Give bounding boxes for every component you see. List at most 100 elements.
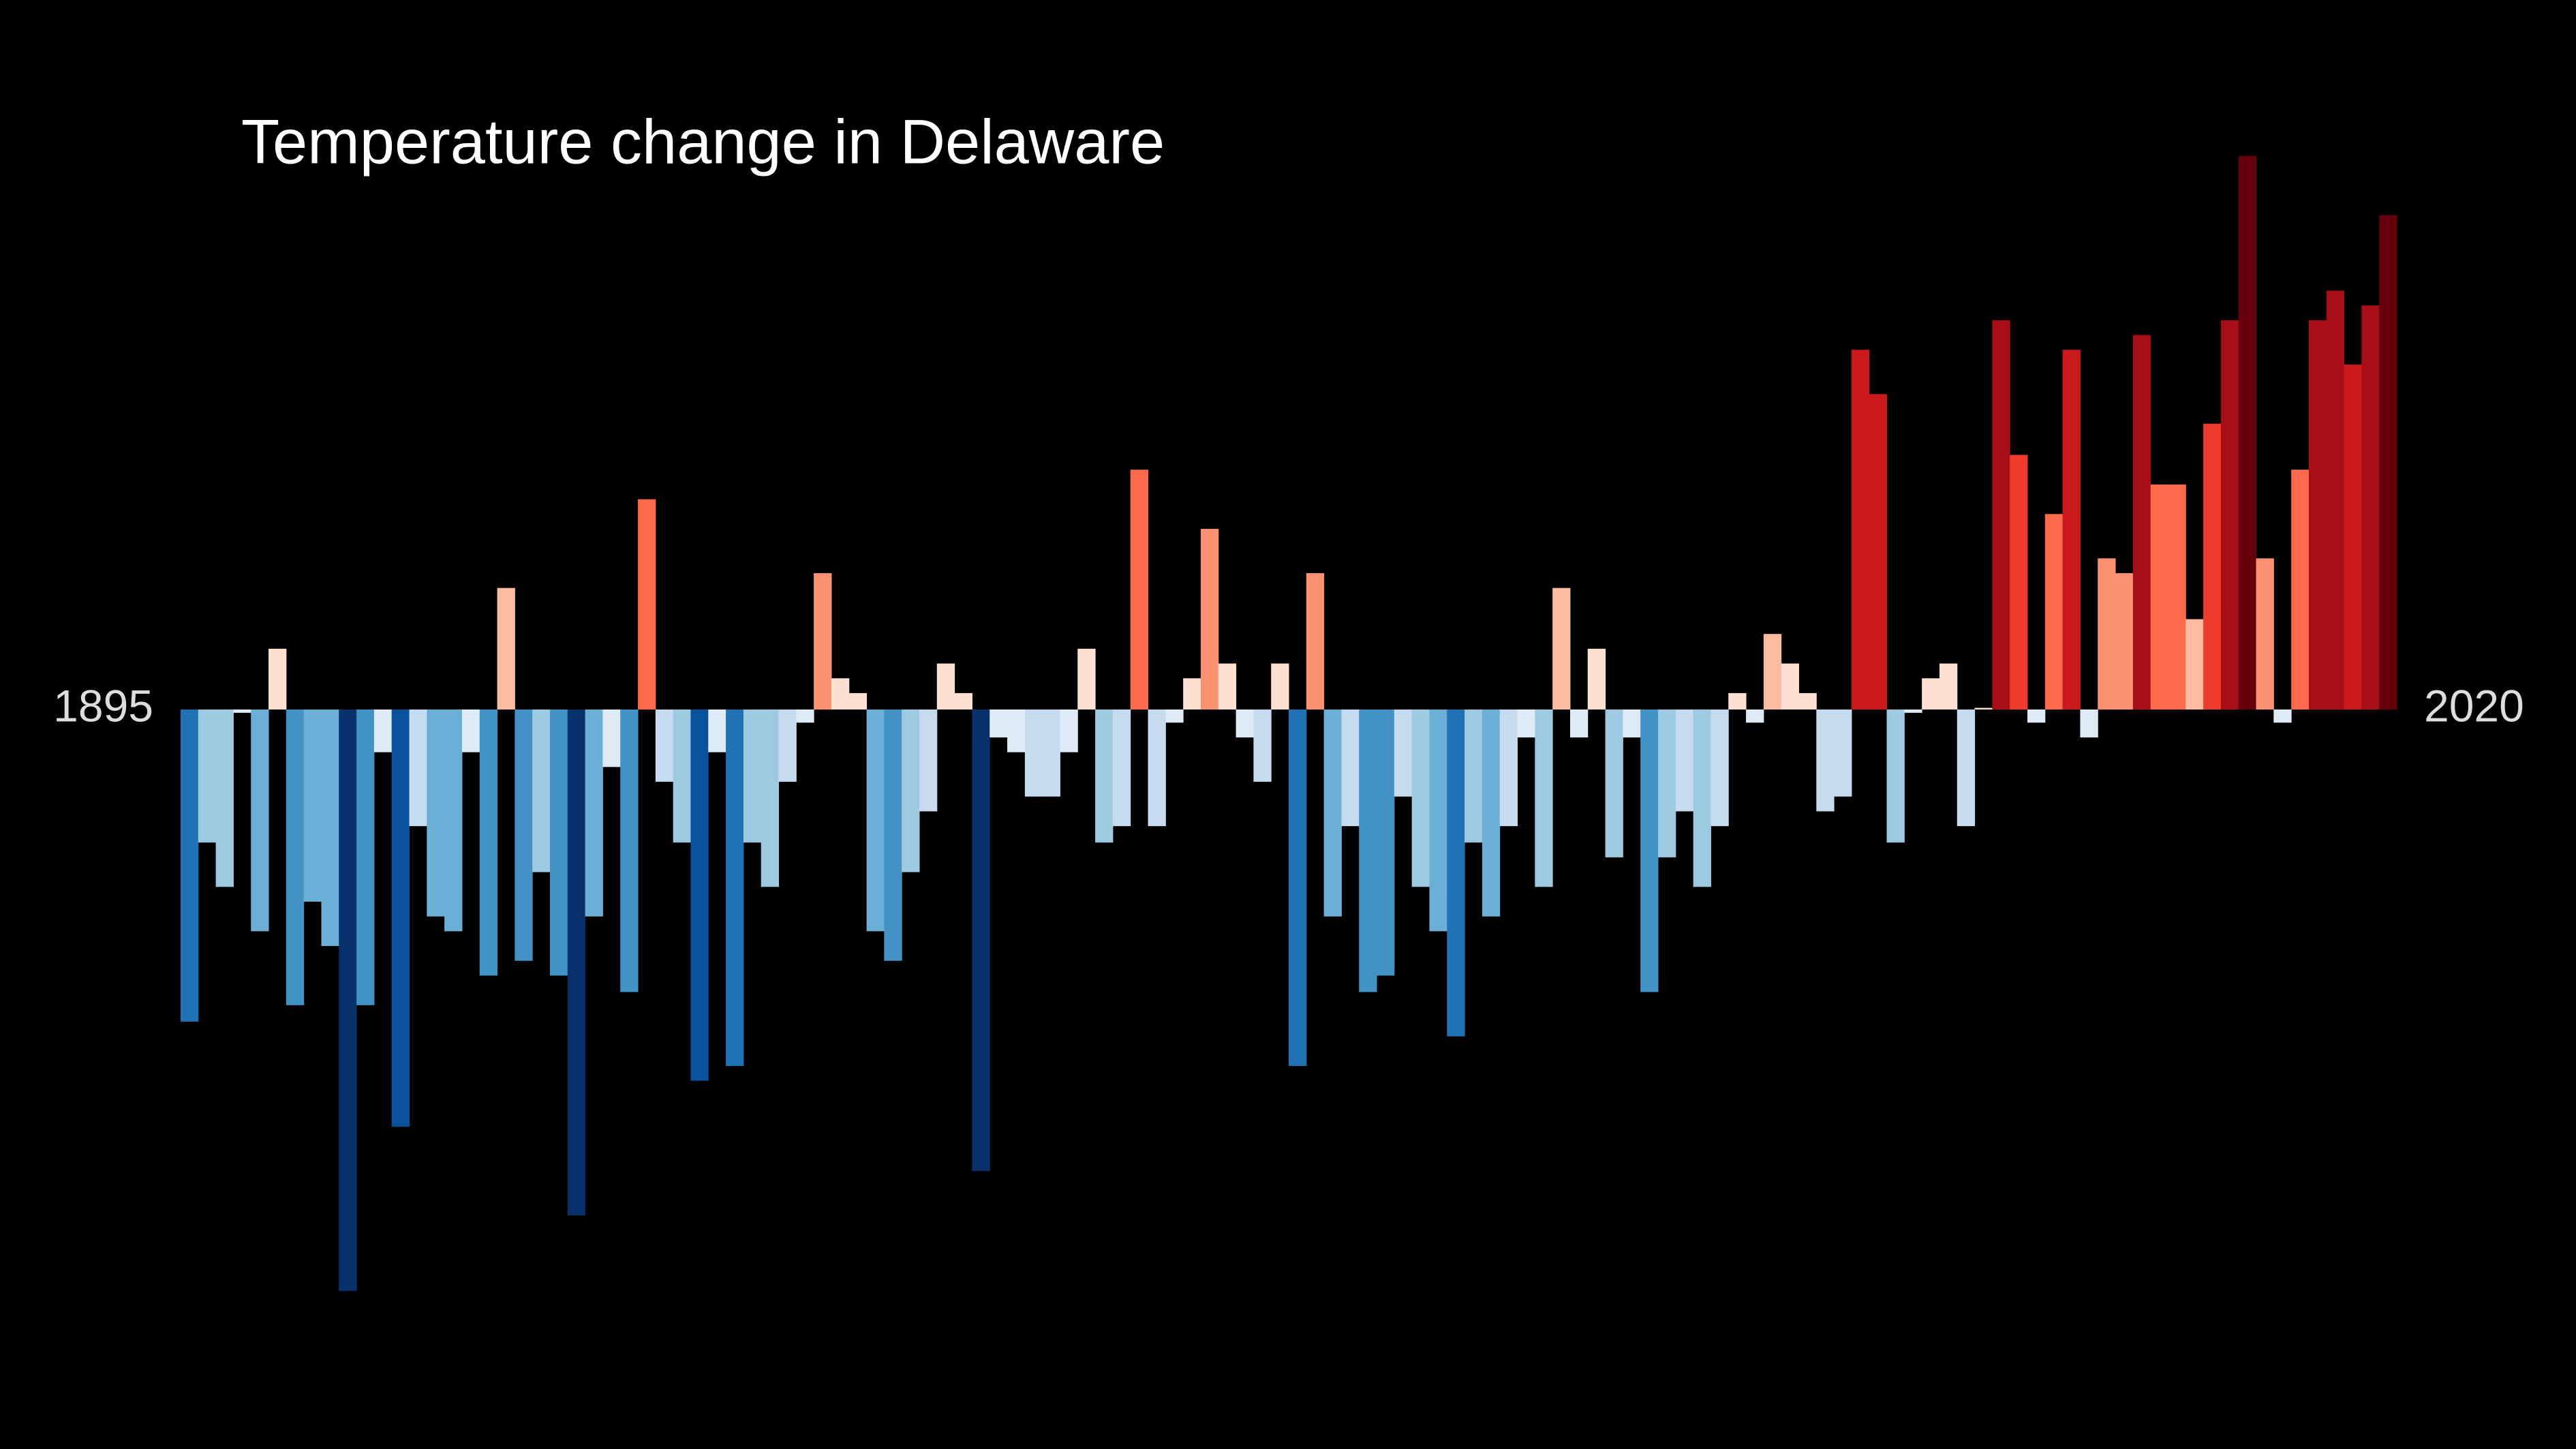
- bar: [2291, 470, 2310, 710]
- bar: [1323, 710, 1342, 917]
- bar: [1992, 320, 2010, 710]
- x-tick-label: 1895: [53, 680, 153, 731]
- bar: [1289, 710, 1307, 1066]
- bar: [1535, 710, 1553, 887]
- bar: [2132, 335, 2151, 710]
- bar: [919, 710, 938, 812]
- bar: [2273, 710, 2292, 723]
- bar: [1569, 710, 1589, 737]
- bar: [2379, 215, 2397, 710]
- bar: [2027, 710, 2046, 723]
- bar: [1130, 470, 1149, 710]
- bar: [990, 710, 1008, 737]
- bar: [796, 710, 814, 723]
- bar: [2256, 558, 2274, 710]
- bar: [1024, 710, 1043, 797]
- bar: [1517, 710, 1535, 737]
- bar: [198, 710, 217, 843]
- bar: [2080, 710, 2098, 737]
- bar: [550, 710, 568, 976]
- bar: [1218, 663, 1237, 710]
- bar: [1658, 710, 1676, 857]
- bar: [1447, 710, 1465, 1037]
- bar: [1060, 710, 1078, 752]
- bar: [1781, 663, 1799, 710]
- bar: [1763, 634, 1782, 710]
- bar: [585, 710, 603, 917]
- bar: [2203, 423, 2222, 710]
- bar: [1499, 710, 1518, 827]
- bar: [1605, 710, 1623, 857]
- bar: [673, 710, 691, 843]
- bar: [655, 710, 674, 782]
- bar: [532, 710, 551, 872]
- bar: [515, 710, 533, 961]
- bar: [708, 710, 726, 752]
- bar: [479, 710, 498, 976]
- bar: [1341, 710, 1360, 827]
- bar: [602, 710, 621, 767]
- bar: [1904, 710, 1922, 713]
- bar: [461, 710, 480, 752]
- bar: [1623, 710, 1641, 737]
- bar: [2168, 484, 2186, 710]
- bar: [2044, 514, 2064, 710]
- bar: [251, 710, 269, 932]
- x-tick-label: 2020: [2424, 680, 2524, 731]
- bar: [2186, 619, 2204, 710]
- bar: [2150, 484, 2168, 710]
- bar: [1112, 710, 1131, 827]
- bar: [233, 710, 251, 713]
- bar: [1552, 588, 1571, 710]
- bar: [1306, 573, 1325, 710]
- bar: [1640, 710, 1659, 992]
- bar: [2308, 320, 2327, 710]
- bar: [1957, 710, 1976, 827]
- bar: [1922, 678, 1940, 710]
- bar: [1200, 528, 1219, 710]
- bar: [497, 588, 515, 710]
- bar: [1711, 710, 1729, 827]
- bar: [356, 710, 375, 1005]
- bar: [902, 710, 920, 872]
- bar: [1851, 350, 1870, 710]
- bar: [690, 710, 709, 1081]
- bar: [1411, 710, 1430, 887]
- bar: [936, 663, 955, 710]
- bar: [1939, 663, 1958, 710]
- bar: [1693, 710, 1711, 887]
- bar: [2220, 320, 2239, 710]
- bar: [303, 710, 322, 902]
- bar: [831, 678, 850, 710]
- bar: [620, 710, 639, 992]
- bar: [2115, 573, 2134, 710]
- bar: [286, 710, 305, 1005]
- bar: [778, 710, 797, 782]
- bar: [269, 648, 287, 710]
- bar: [743, 710, 762, 843]
- bar: [1042, 710, 1060, 797]
- bar: [391, 710, 410, 1127]
- bar: [409, 710, 427, 827]
- bar: [373, 710, 393, 752]
- bar: [1886, 710, 1905, 843]
- bar: [1746, 710, 1764, 723]
- bar: [1095, 710, 1114, 843]
- bar: [1675, 710, 1694, 812]
- bar: [215, 710, 234, 887]
- bar: [1834, 710, 1852, 797]
- bar: [1359, 710, 1377, 992]
- bar: [1869, 394, 1888, 710]
- chart-title: Temperature change in Delaware: [241, 107, 1165, 177]
- bar: [181, 710, 199, 1022]
- bar: [866, 710, 885, 932]
- bar: [884, 710, 902, 961]
- bar: [1482, 710, 1501, 917]
- bar: [1974, 707, 1993, 710]
- bar: [1816, 710, 1835, 812]
- bar: [1183, 678, 1201, 710]
- bar: [1798, 692, 1817, 710]
- bar: [726, 710, 744, 1066]
- bar: [2010, 455, 2028, 710]
